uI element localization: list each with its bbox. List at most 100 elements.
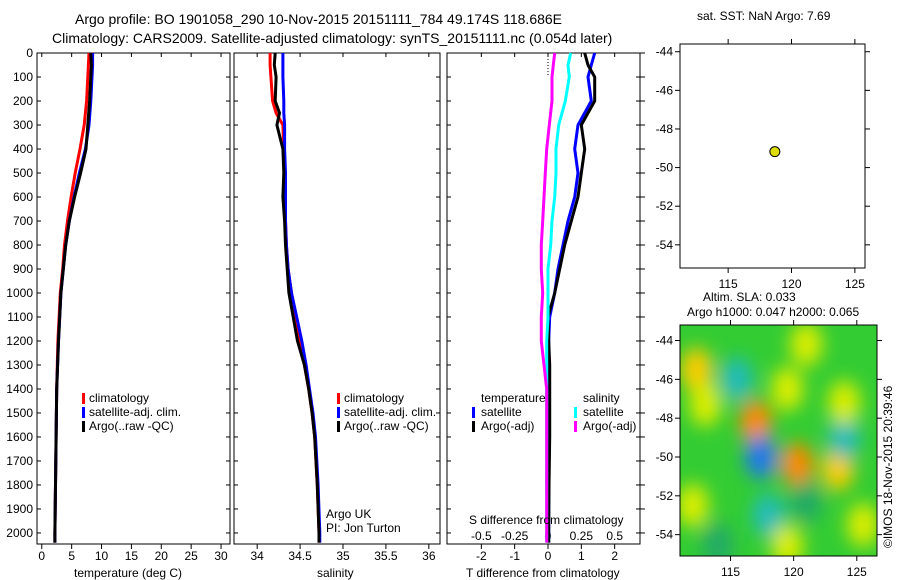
ytick-label: 100	[13, 70, 33, 84]
legend-label: Argo(..raw -QC)	[89, 419, 174, 433]
heatmap-cell	[689, 382, 722, 427]
xtick-label: 15	[125, 549, 139, 563]
sla-map-frame	[679, 324, 878, 557]
legend-swatch	[574, 407, 577, 418]
legend-temperature-title: temperature	[481, 391, 546, 405]
heatmap-cell	[790, 479, 823, 524]
legend-label: climatology	[344, 391, 404, 405]
ytick-label: 1300	[6, 358, 33, 372]
xtick-label: -2	[476, 549, 487, 563]
legend-label: satellite	[583, 405, 624, 419]
xtick-label: 1	[578, 549, 585, 563]
ytick-label: 900	[13, 262, 33, 276]
sla-heatmap	[680, 325, 877, 556]
ytick-label: -48	[656, 411, 674, 425]
ytick-label: -46	[656, 372, 674, 386]
legend-label: satellite-adj. clim.	[344, 405, 436, 419]
ytick-label: -52	[656, 489, 674, 503]
xtick-label: 35.5	[374, 549, 398, 563]
xtick-label: 25	[184, 549, 198, 563]
ytick-label: 700	[13, 214, 33, 228]
sla-map-title-1: Altim. SLA: 0.033	[703, 290, 796, 304]
ytick-label: -52	[656, 199, 674, 213]
ytick-label: -44	[656, 334, 674, 348]
xtick-label: 20	[155, 549, 169, 563]
ytick-label: 1200	[6, 334, 33, 348]
xtick-label: 2	[611, 549, 618, 563]
heatmap-cell	[680, 347, 713, 392]
ytick-label: 2000	[6, 526, 33, 540]
legend-label: satellite-adj. clim.	[89, 405, 181, 419]
heatmap-cell	[752, 493, 785, 538]
heatmap-cell	[847, 502, 877, 547]
xtick-label: 5	[68, 549, 75, 563]
temperature-xlabel: temperature (deg C)	[74, 566, 182, 580]
legend-swatch	[472, 421, 475, 432]
heatmap-cell	[828, 380, 861, 425]
legend-label: Argo(..raw -QC)	[344, 419, 429, 433]
xtick-label: 0	[38, 549, 45, 563]
annotation-argo-uk: Argo UK	[326, 507, 371, 521]
heatmap-cell	[680, 483, 709, 528]
ytick-label: 600	[13, 190, 33, 204]
xtick-label: 115	[721, 565, 740, 579]
xtick-label: 120	[781, 277, 801, 291]
sla-map-title-2: Argo h1000: 0.047 h2000: 0.065	[687, 305, 859, 319]
sdiff-xlabel: S difference from climatology	[469, 513, 624, 527]
heatmap-cell	[771, 524, 804, 556]
heatmap-cell	[790, 325, 823, 367]
xtick-label: 34.5	[288, 549, 312, 563]
ytick-label: 1000	[6, 286, 33, 300]
legend-swatch	[472, 407, 475, 418]
ytick-label: 1100	[7, 310, 33, 324]
xtick-label: 115	[719, 277, 738, 291]
legend-swatch	[337, 421, 340, 432]
ytick-label: 400	[13, 142, 33, 156]
tdiff-xlabel: T difference from climatology	[466, 566, 620, 580]
legend-label: climatology	[89, 391, 149, 405]
legend-label: satellite	[481, 405, 522, 419]
ytick-label: 200	[13, 94, 33, 108]
legend-swatch	[82, 421, 85, 432]
title-line-2: Climatology: CARS2009. Satellite-adjuste…	[52, 30, 612, 46]
ytick-label: 800	[13, 238, 33, 252]
heatmap-cell	[781, 442, 814, 487]
ytick-label: -54	[656, 238, 674, 252]
legend-label: Argo(-adj)	[481, 419, 534, 433]
heatmap-cell	[720, 357, 753, 402]
heatmap-cell	[771, 367, 804, 412]
xtick-label: 120	[784, 565, 804, 579]
x2tick-label: 0.25	[570, 529, 594, 543]
argo-position-marker	[769, 146, 781, 158]
ytick-label: 1400	[6, 382, 33, 396]
series-argo-raw-qc-	[53, 52, 93, 543]
xtick-label: 10	[95, 549, 109, 563]
legend-salinity-title: salinity	[583, 391, 620, 405]
ytick-label: -48	[656, 122, 674, 136]
x2tick-label: 0.5	[606, 529, 623, 543]
ytick-label: -50	[656, 450, 674, 464]
panel-salinity	[233, 52, 441, 545]
ytick-label: 1500	[6, 406, 33, 420]
ytick-label: 300	[13, 118, 33, 132]
title-line-1: Argo profile: BO 1901058_290 10-Nov-2015…	[75, 11, 562, 27]
legend-swatch	[337, 393, 340, 404]
panel-temperature	[36, 52, 231, 545]
ytick-label: 1900	[6, 502, 33, 516]
ytick-label: -44	[656, 45, 674, 59]
xtick-label: 34	[250, 549, 264, 563]
heatmap-blobs	[680, 325, 877, 556]
xtick-label: 30	[214, 549, 228, 563]
series-s-argo-adj-	[539, 52, 557, 543]
x2tick-label: -0.5	[471, 529, 492, 543]
legend-swatch	[574, 421, 577, 432]
legend-swatch	[82, 393, 85, 404]
sst-map-title: sat. SST: NaN Argo: 7.69	[697, 9, 831, 23]
legend-swatch	[82, 407, 85, 418]
legend-label: Argo(-adj)	[583, 419, 636, 433]
series-t-argo-adj-	[546, 52, 597, 543]
heatmap-cell	[701, 522, 734, 556]
imos-credit: ©IMOS 18-Nov-2015 20:39:46	[881, 385, 895, 548]
